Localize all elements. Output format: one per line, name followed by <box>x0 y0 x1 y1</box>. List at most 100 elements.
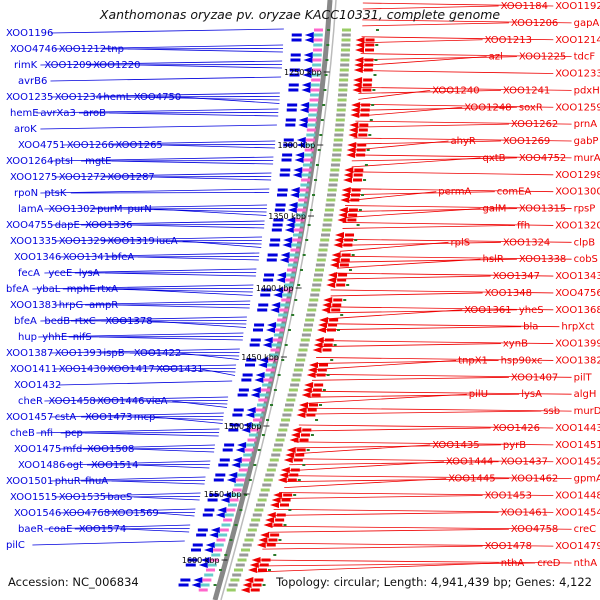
forward-gene-arrow <box>273 292 283 298</box>
function-category-bar <box>326 198 336 202</box>
function-category-bar <box>313 278 323 282</box>
reverse-gene-block <box>365 38 375 42</box>
function-category-bar <box>324 208 334 212</box>
reverse-gene-arrow <box>322 302 332 308</box>
reverse-gene-arrow <box>313 342 323 348</box>
gc-marker <box>336 329 340 331</box>
reverse-gene-label: yheS <box>519 305 544 316</box>
gc-marker <box>358 209 362 211</box>
gc-marker <box>371 104 375 106</box>
function-category-bar <box>321 233 331 237</box>
function-category-bar <box>265 473 275 477</box>
function-category-bar <box>232 488 242 492</box>
function-category-bar <box>284 283 294 287</box>
reverse-gene-block <box>340 258 350 262</box>
reverse-gene-block <box>275 518 285 522</box>
forward-gene-arrow <box>271 302 281 308</box>
gc-marker <box>374 59 378 61</box>
reverse-gene-block <box>364 58 374 62</box>
reverse-gene-block <box>296 448 306 452</box>
reverse-gene-arrow <box>318 322 328 328</box>
reverse-gene-block <box>250 588 260 592</box>
function-category-bar <box>334 128 344 132</box>
reverse-gene-block <box>302 428 312 432</box>
gc-marker <box>366 149 370 151</box>
forward-gene-arrow <box>259 357 269 363</box>
function-category-bar <box>313 48 323 52</box>
forward-gene-arrow <box>245 412 255 418</box>
function-category-bar <box>311 288 321 292</box>
reverse-gene-block <box>359 123 369 127</box>
function-category-bar <box>288 388 298 392</box>
forward-gene-label: cheB <box>10 428 35 439</box>
genome-backbone-edge <box>220 0 337 600</box>
gc-marker <box>302 254 306 256</box>
forward-gene-label: rimK <box>14 60 38 71</box>
reverse-gene-arrow <box>283 457 293 463</box>
forward-gene-label: XOO4768 <box>63 508 110 519</box>
reverse-gene-arrow <box>277 477 287 483</box>
forward-gene-label: XOO1431 <box>156 364 203 375</box>
gc-marker <box>326 374 330 376</box>
function-category-bar <box>259 393 269 397</box>
function-category-bar <box>257 403 267 407</box>
reverse-gene-label: XOO1435 <box>432 440 479 451</box>
forward-gene-block <box>258 303 269 307</box>
forward-gene-arrow <box>222 492 232 498</box>
gc-marker <box>267 569 271 571</box>
function-category-bar <box>226 508 236 512</box>
gc-marker <box>309 209 313 211</box>
reverse-gene-label: soxR <box>519 102 543 113</box>
forward-gene-label: coaE <box>48 524 72 535</box>
tick-label: 1250 kbp <box>284 68 322 77</box>
gc-marker <box>320 119 324 121</box>
topology-text: Topology: circular; Length: 4,941,439 bp… <box>275 575 592 589</box>
forward-gene-arrow <box>193 577 203 583</box>
gc-marker <box>306 449 310 451</box>
forward-gene-arrow <box>251 387 261 393</box>
forward-gene-label: XOO1508 <box>87 444 134 455</box>
forward-gene-arrow <box>280 252 290 258</box>
function-category-bar <box>292 238 302 242</box>
function-category-bar <box>295 218 305 222</box>
gc-marker <box>278 539 282 541</box>
forward-gene-arrow <box>285 222 295 228</box>
forward-gene-arrow <box>265 327 275 333</box>
function-category-bar <box>241 458 251 462</box>
reverse-gene-block <box>322 348 332 352</box>
function-category-bar <box>270 348 280 352</box>
forward-gene-block <box>257 308 268 312</box>
function-category-bar <box>263 478 273 482</box>
forward-gene-label: ogt <box>67 460 83 471</box>
function-category-bar <box>272 448 282 452</box>
reverse-gene-block <box>287 478 297 482</box>
function-category-bar <box>290 383 300 387</box>
function-category-bar <box>288 258 298 262</box>
function-category-bar <box>266 468 276 472</box>
reverse-gene-arrow <box>330 257 340 263</box>
function-category-bar <box>281 298 291 302</box>
function-category-bar <box>339 73 349 77</box>
gc-marker <box>325 59 329 61</box>
forward-gene-arrow <box>287 207 297 213</box>
function-category-bar <box>264 373 274 377</box>
reverse-gene-arrow <box>312 347 322 353</box>
reverse-gene-block <box>266 543 276 547</box>
forward-gene-block <box>283 143 294 147</box>
forward-gene-arrow <box>246 407 256 413</box>
forward-gene-label: XOO4755 <box>6 220 53 231</box>
function-category-bar <box>314 273 324 277</box>
reverse-gene-block <box>329 318 339 322</box>
function-category-bar <box>308 108 318 112</box>
forward-gene-label: cstA <box>55 412 77 423</box>
function-category-bar <box>290 248 300 252</box>
forward-gene-label: XOO1546 <box>14 508 61 519</box>
reverse-gene-arrow <box>335 232 345 238</box>
forward-gene-arrow <box>231 462 241 468</box>
forward-gene-label: XOO1446 <box>97 396 144 407</box>
forward-gene-arrow <box>270 307 280 313</box>
function-category-bar <box>262 383 272 387</box>
reverse-gene-label: XOO1233 <box>555 69 600 80</box>
function-category-bar <box>312 63 322 67</box>
reverse-gene-block <box>312 388 322 392</box>
